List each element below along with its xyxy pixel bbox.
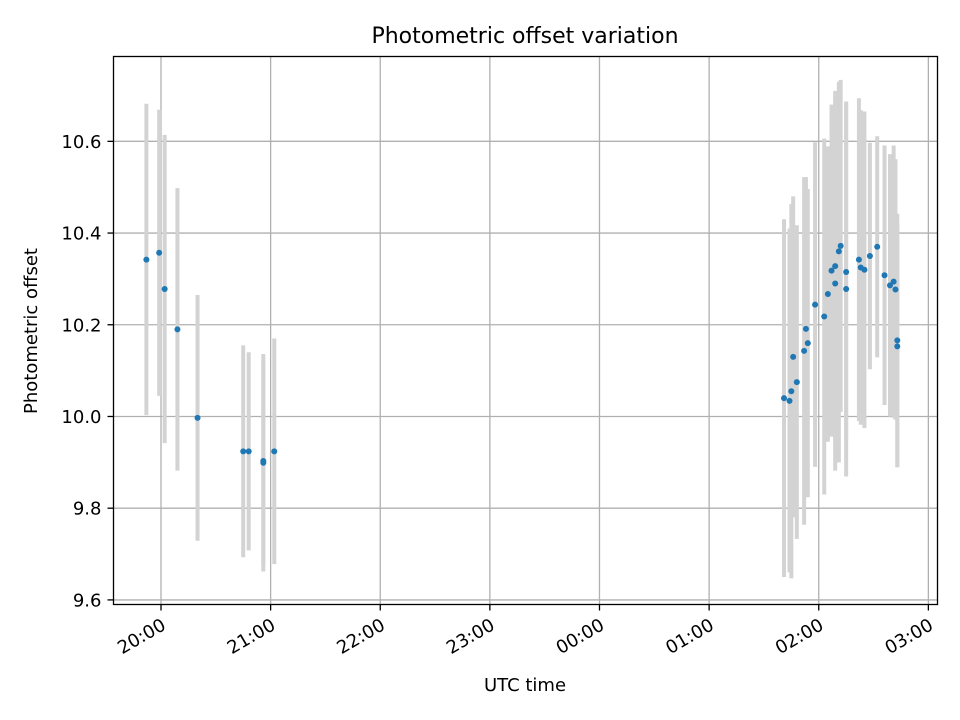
y-tick-label: 10.2 (61, 315, 101, 336)
data-point (812, 301, 819, 308)
data-point (804, 340, 811, 347)
x-axis-label: UTC time (484, 675, 566, 696)
data-point (801, 347, 808, 354)
y-tick-label: 10.0 (61, 407, 101, 428)
data-point (835, 248, 842, 255)
data-point (781, 395, 788, 402)
data-point (143, 256, 150, 263)
y-axis: 9.6 9.8 10.0 10.2 10.4 10.6 (61, 132, 114, 611)
data-point (793, 379, 800, 386)
data-point (832, 280, 839, 287)
data-point (245, 448, 252, 455)
data-point (837, 242, 844, 249)
data-point (156, 249, 163, 256)
y-axis-label: Photometric offset (21, 248, 42, 414)
y-tick-label: 10.6 (61, 132, 101, 153)
data-point (260, 459, 267, 466)
y-tick-label: 9.8 (73, 499, 102, 520)
data-point (161, 285, 168, 292)
plot-frame (112, 55, 939, 606)
data-point (240, 448, 247, 455)
data-point (890, 278, 897, 285)
data-point (866, 252, 873, 259)
data-point (855, 256, 862, 263)
y-tick-label: 10.4 (61, 224, 101, 245)
points (143, 242, 901, 466)
data-point (881, 272, 888, 279)
data-point (788, 388, 795, 395)
data-point (892, 286, 899, 293)
data-point (790, 353, 797, 360)
data-point (174, 326, 181, 333)
y-tick-label: 9.6 (73, 590, 102, 611)
data-point (271, 448, 278, 455)
data-point (828, 267, 835, 274)
data-point (832, 263, 839, 270)
data-point (861, 266, 868, 273)
data-point (894, 337, 901, 344)
data-point (843, 269, 850, 276)
data-point (821, 313, 828, 320)
data-point (843, 285, 850, 292)
data-point (874, 243, 881, 250)
data-point (894, 343, 901, 350)
chart-title: Photometric offset variation (371, 24, 678, 49)
data-point (802, 325, 809, 332)
grid (113, 56, 938, 605)
data-point (786, 397, 793, 404)
data-point (194, 414, 201, 421)
data-point (824, 291, 831, 298)
data-point (886, 282, 893, 289)
